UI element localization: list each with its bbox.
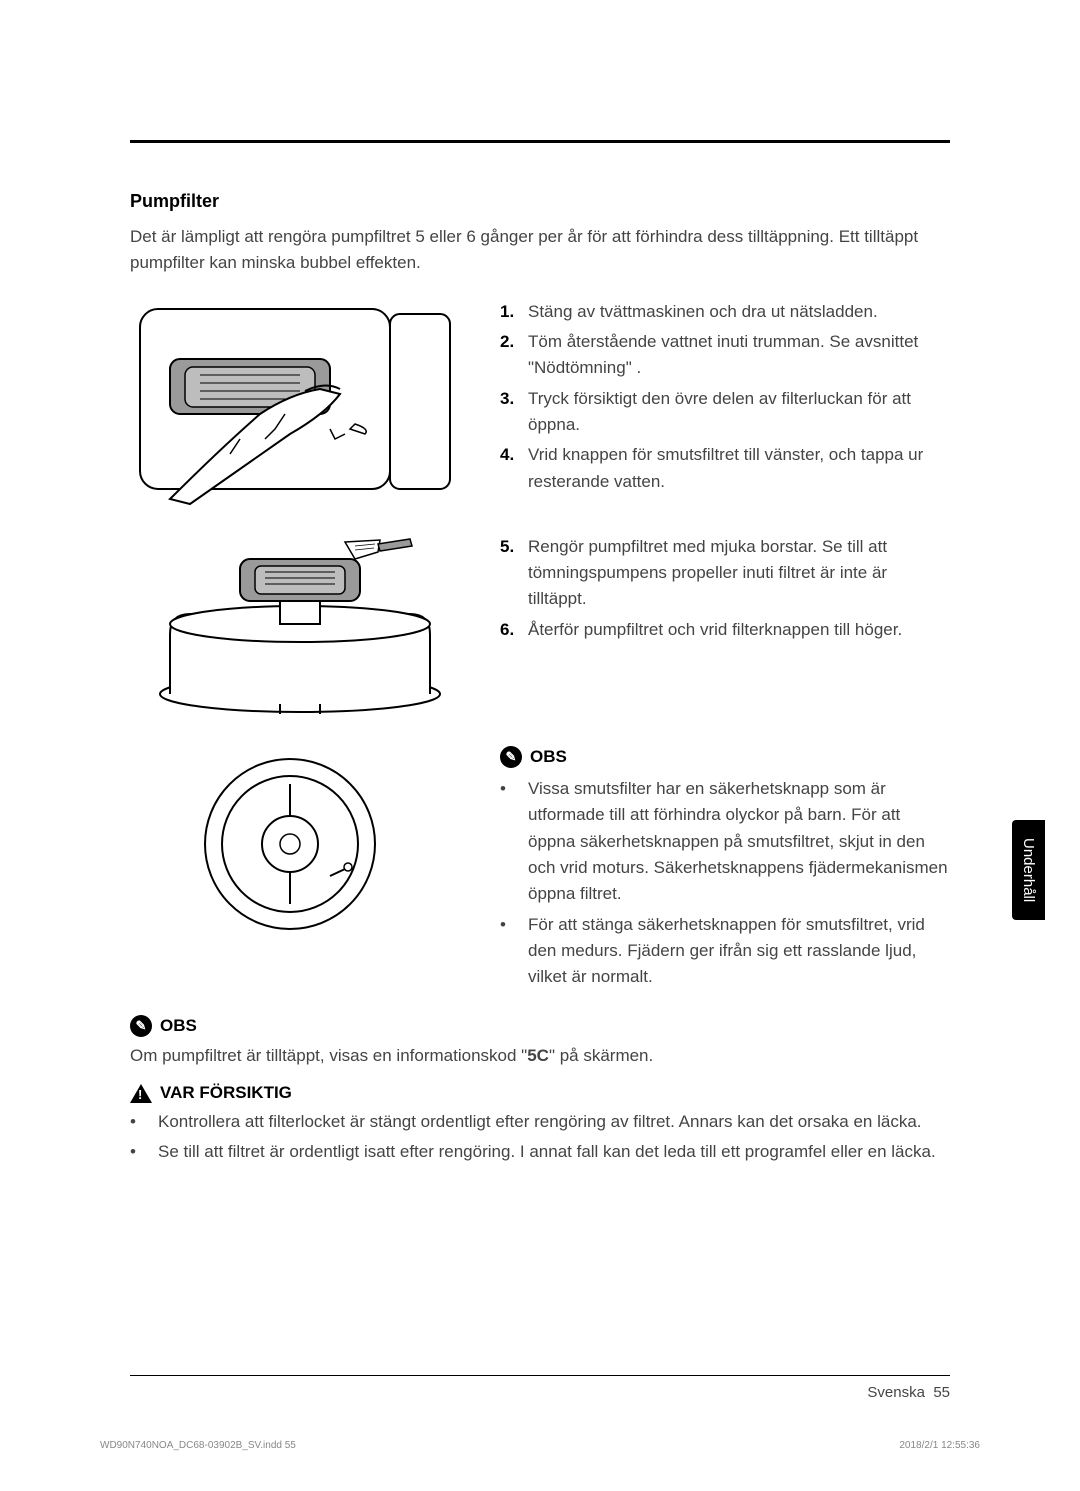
caution-bullets: •Kontrollera att filterlocket är stängt … — [130, 1109, 950, 1166]
step-text: Stäng av tvättmaskinen och dra ut nätsla… — [528, 299, 950, 325]
note-icon: ✎ — [500, 746, 522, 768]
top-divider — [130, 140, 950, 143]
bullet-item: •För att stänga säkerhetsknappen för smu… — [500, 912, 950, 991]
side-tab: Underhåll — [1012, 820, 1045, 920]
step-item: 1.Stäng av tvättmaskinen och dra ut näts… — [500, 299, 950, 325]
warning-icon — [130, 1084, 152, 1103]
step-number: 3. — [500, 386, 528, 439]
page-footer: Svenska 55 — [130, 1375, 950, 1401]
step-number: 2. — [500, 329, 528, 382]
bullet-item: •Kontrollera att filterlocket är stängt … — [130, 1109, 950, 1135]
instruction-row-3: ✎ OBS •Vissa smutsfilter har en säkerhet… — [130, 744, 950, 995]
note-heading-1: ✎ OBS — [500, 744, 950, 770]
note-heading-2: ✎ OBS — [130, 1015, 950, 1037]
print-date: 2018/2/1 12:55:36 — [899, 1440, 980, 1451]
step-text: Vrid knappen för smutsfiltret till vänst… — [528, 442, 950, 495]
bullet-dot: • — [500, 776, 528, 908]
bullet-item: •Vissa smutsfilter har en säkerhetsknapp… — [500, 776, 950, 908]
steps-list-b: 5.Rengör pumpfiltret med mjuka borstar. … — [500, 534, 950, 643]
note-2-post: " på skärmen. — [549, 1046, 653, 1065]
bullet-text: Vissa smutsfilter har en säkerhetsknapp … — [528, 776, 950, 908]
section-title: Pumpfilter — [130, 191, 950, 212]
step-item: 2.Töm återstående vattnet inuti trumman.… — [500, 329, 950, 382]
footer-page-number: 55 — [933, 1384, 950, 1401]
intro-text: Det är lämpligt att rengöra pumpfiltret … — [130, 224, 950, 277]
step-number: 1. — [500, 299, 528, 325]
bullet-text: Kontrollera att filterlocket är stängt o… — [158, 1109, 922, 1135]
step-number: 5. — [500, 534, 528, 613]
instruction-row-1: 1.Stäng av tvättmaskinen och dra ut näts… — [130, 299, 950, 514]
bullet-item: •Se till att filtret är ordentligt isatt… — [130, 1139, 950, 1165]
bullet-text: Se till att filtret är ordentligt isatt … — [158, 1139, 936, 1165]
bullet-dot: • — [130, 1109, 158, 1135]
step-number: 6. — [500, 617, 528, 643]
print-filename: WD90N740NOA_DC68-03902B_SV.indd 55 — [100, 1440, 296, 1451]
note-2-pre: Om pumpfiltret är tilltäppt, visas en in… — [130, 1046, 527, 1065]
step-text: Återför pumpfiltret och vrid filterknapp… — [528, 617, 950, 643]
illustration-open-filter — [130, 299, 470, 514]
bullet-text: För att stänga säkerhetsknappen för smut… — [528, 912, 950, 991]
bullet-dot: • — [130, 1139, 158, 1165]
illustration-safety-knob — [130, 744, 470, 995]
print-footer: WD90N740NOA_DC68-03902B_SV.indd 55 2018/… — [100, 1440, 980, 1451]
note-icon: ✎ — [130, 1015, 152, 1037]
caution-label: VAR FÖRSIKTIG — [160, 1083, 292, 1103]
note-label: OBS — [160, 1016, 197, 1036]
step-item: 6.Återför pumpfiltret och vrid filterkna… — [500, 617, 950, 643]
step-item: 4.Vrid knappen för smutsfiltret till vän… — [500, 442, 950, 495]
note-bullets-1: •Vissa smutsfilter har en säkerhetsknapp… — [500, 776, 950, 991]
bullet-dot: • — [500, 912, 528, 991]
steps-list-a: 1.Stäng av tvättmaskinen och dra ut näts… — [500, 299, 950, 495]
step-text: Tryck försiktigt den övre delen av filte… — [528, 386, 950, 439]
step-text: Töm återstående vattnet inuti trumman. S… — [528, 329, 950, 382]
step-item: 5.Rengör pumpfiltret med mjuka borstar. … — [500, 534, 950, 613]
instruction-row-2: 5.Rengör pumpfiltret med mjuka borstar. … — [130, 534, 950, 724]
footer-language: Svenska — [867, 1384, 925, 1401]
illustration-clean-filter — [130, 534, 470, 724]
step-number: 4. — [500, 442, 528, 495]
note-label: OBS — [530, 744, 567, 770]
note-2-text: Om pumpfiltret är tilltäppt, visas en in… — [130, 1043, 950, 1069]
step-item: 3.Tryck försiktigt den övre delen av fil… — [500, 386, 950, 439]
info-code: 5C — [527, 1046, 549, 1065]
caution-heading: VAR FÖRSIKTIG — [130, 1083, 950, 1103]
step-text: Rengör pumpfiltret med mjuka borstar. Se… — [528, 534, 950, 613]
